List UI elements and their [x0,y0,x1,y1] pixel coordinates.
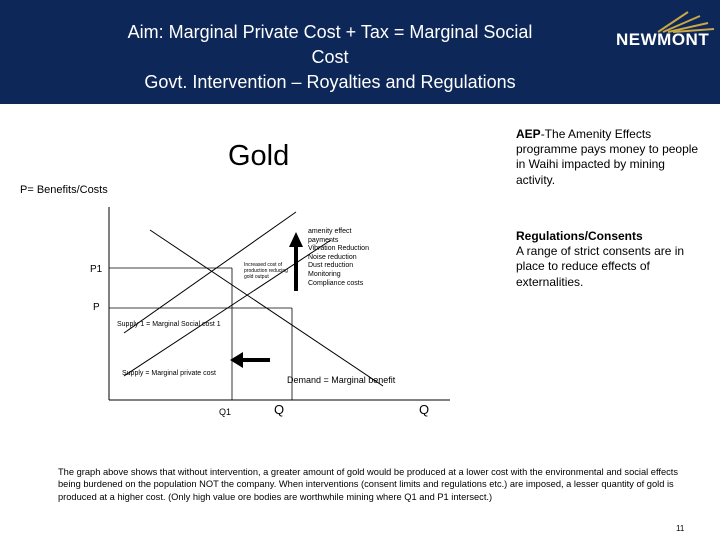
newmont-logo-rays [657,11,715,33]
effects-item: payments [308,236,339,244]
quantity-axis-end-label: Q [419,402,430,417]
slide-title: Aim: Marginal Private Cost + Tax = Margi… [70,20,590,95]
supply-label: Supply = Marginal private cost [122,370,216,377]
diagram-heading: Gold [228,140,290,172]
supply1-curve [123,211,297,334]
price-label-p: P [93,302,100,313]
quantity-label-q1: Q1 [219,407,232,417]
demand-label: Demand = Marginal benefit [287,375,396,385]
regulations-note: Regulations/Consents A range of strict c… [516,229,702,290]
price-label-p1: P1 [90,264,103,275]
aep-note: AEP-The Amenity Effects programme pays m… [516,127,702,188]
impacts-note: Increased cost of production reducing go… [244,262,288,280]
left-arrow-icon [230,352,270,368]
regulations-text: A range of strict consents are in place … [516,244,685,289]
page-number: 11 [676,524,685,533]
effects-item: Vibration Reduction [308,245,369,253]
effects-item: Compliance costs [308,279,364,287]
effects-list: amenity effect payments Vibration Reduct… [308,228,388,288]
quantity-label-q: Q [274,402,285,417]
effects-item: Monitoring [308,270,341,278]
supply1-label: Supply 1 = Marginal Social cost 1 [117,321,221,328]
effects-item: amenity effect [308,228,352,235]
effects-item: Noise reduction [308,253,357,261]
y-axis-title: P= Benefits/Costs [20,184,108,196]
caption-paragraph: The graph above shows that without inter… [58,467,678,502]
effects-item: Dust reduction [308,262,354,270]
demand-curve [149,229,384,387]
newmont-logo-text: NEWMONT [616,30,710,49]
title-line-3: Govt. Intervention – Royalties and Regul… [144,72,516,92]
title-line-2: Cost [311,47,349,67]
up-arrow-icon [289,232,303,291]
header-band: Aim: Marginal Private Cost + Tax = Margi… [0,0,720,104]
aep-label: AEP [516,127,541,141]
aep-text: -The Amenity Effects programme pays mone… [516,127,699,187]
title-line-1: Aim: Marginal Private Cost + Tax = Margi… [127,22,533,42]
regulations-label: Regulations/Consents [516,229,643,243]
